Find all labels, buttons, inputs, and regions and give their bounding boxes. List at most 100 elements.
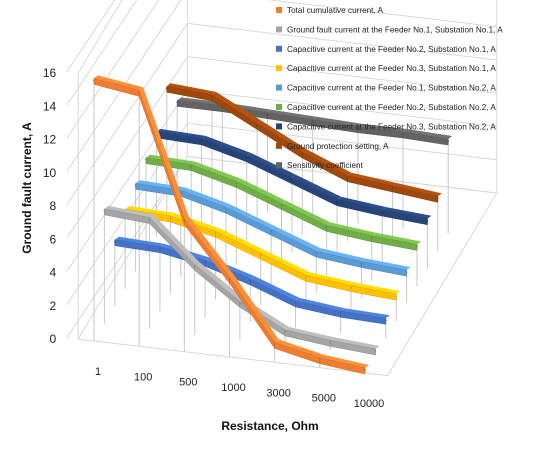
series-8-point-5 xyxy=(402,133,404,135)
series-8 xyxy=(176,97,453,146)
series-1-point-2 xyxy=(193,265,196,268)
legend-swatch-3 xyxy=(276,65,282,72)
series-0-segment-top-0 xyxy=(94,75,144,91)
series-6-segment-top-3 xyxy=(291,174,342,200)
series-1-point-5 xyxy=(329,341,332,344)
series-8-point-2 xyxy=(266,113,269,116)
series-5 xyxy=(145,154,421,251)
series-8-segment-top-4 xyxy=(357,123,408,133)
series-7-segment-5 xyxy=(392,185,439,203)
series-3-point-3 xyxy=(259,254,262,257)
series-0-point-3 xyxy=(228,278,231,281)
series-3-segment-top-5 xyxy=(351,282,401,295)
series-4-point-6 xyxy=(405,271,408,273)
series-1-point-1 xyxy=(148,218,151,221)
series-7-segment-top-4 xyxy=(347,172,397,187)
series-6-point-2 xyxy=(245,157,248,159)
side-wall-outline xyxy=(77,0,123,340)
legend-item-8: Sensitivity coefficient xyxy=(287,161,364,170)
y-tick-label-1: 2 xyxy=(50,299,57,313)
series-4-point-0 xyxy=(134,184,137,187)
legend-item-2: Capacitive current at the Feeder No.2, S… xyxy=(287,45,496,54)
series-6-segment-top-4 xyxy=(337,196,387,211)
series-0-segment-top-1 xyxy=(139,87,189,219)
series-3-segment-5 xyxy=(350,285,397,301)
series-7-segment-top-0 xyxy=(166,83,216,95)
y-tick-label-0: 0 xyxy=(50,332,57,346)
gridline-y-3 xyxy=(66,56,497,239)
y-tick-label-3: 6 xyxy=(50,232,57,246)
series-5-point-3 xyxy=(280,204,283,207)
series-0-segment-top-5 xyxy=(319,354,369,369)
series-3-segment-top-2 xyxy=(215,228,265,254)
x-tick-label-6: 10000 xyxy=(354,398,385,410)
series-4 xyxy=(134,180,411,277)
legend-swatch-0 xyxy=(276,7,282,13)
legend-item-3: Capacitive current at the Feeder No.3, S… xyxy=(287,64,496,73)
series-2-segment-5 xyxy=(340,310,387,325)
series-5-segment-top-2 xyxy=(236,178,286,204)
series-2-point-2 xyxy=(204,261,206,264)
series-1-segment-top-4 xyxy=(285,326,335,341)
series-5-segment-top-3 xyxy=(281,200,331,226)
series-6-segment-top-1 xyxy=(201,135,251,156)
series-6-segment-top-5 xyxy=(382,207,432,219)
series-2-segment-top-0 xyxy=(114,236,164,247)
legend-swatch-7 xyxy=(276,142,282,149)
gridline-y-0 xyxy=(66,155,497,339)
series-1-segment-top-5 xyxy=(330,337,380,349)
series-2-segment-top-3 xyxy=(250,275,300,301)
y-axis-title: Ground fault current, A xyxy=(20,122,34,254)
series-0-point-2 xyxy=(183,219,186,222)
series-6-point-1 xyxy=(200,140,203,142)
series-3-segment-top-4 xyxy=(305,272,356,286)
chart-series-layer xyxy=(93,75,453,375)
legend-swatch-1 xyxy=(276,26,282,33)
series-1-segment-top-2 xyxy=(194,261,244,302)
series-2-point-1 xyxy=(159,247,161,250)
y-tick-label-2: 4 xyxy=(50,266,57,280)
x-tick-label-0: 1 xyxy=(95,366,101,378)
legend-item-1: Ground fault current at the Feeder No.1,… xyxy=(287,25,503,34)
series-0-point-6 xyxy=(364,369,366,371)
legend-item-0: Total cumulative current, A xyxy=(287,6,384,15)
series-7-point-2 xyxy=(256,124,258,127)
series-5-segment-top-0 xyxy=(146,154,196,165)
series-0-segment-5 xyxy=(319,357,366,375)
series-8-segment-top-0 xyxy=(177,97,227,106)
series-7-segment-top-3 xyxy=(302,149,352,176)
series-7 xyxy=(166,83,442,203)
series-3-point-4 xyxy=(305,276,307,279)
series-6-point-6 xyxy=(426,219,429,222)
legend-swatch-2 xyxy=(276,45,282,52)
gridline-y-5 xyxy=(66,0,497,172)
y-tick-label-7: 14 xyxy=(43,99,57,113)
series-8-segment-top-5 xyxy=(403,129,453,140)
series-2-segment-top-4 xyxy=(295,297,345,312)
series-5-point-4 xyxy=(325,226,328,229)
series-2-point-3 xyxy=(249,280,252,282)
series-0-point-0 xyxy=(93,79,95,82)
series-2-segment-top-5 xyxy=(340,308,390,319)
series-4-segment-top-1 xyxy=(180,187,230,208)
series-0-segment-top-3 xyxy=(229,274,279,343)
series-5-point-2 xyxy=(235,182,238,185)
series-3-point-1 xyxy=(169,217,172,219)
gridline-y-8 xyxy=(66,0,116,73)
series-5-segment-top-5 xyxy=(371,232,421,245)
legend-swatch-8 xyxy=(276,162,282,169)
series-0-segment-top-4 xyxy=(274,339,324,358)
series-2-point-6 xyxy=(385,319,387,322)
series-3-point-5 xyxy=(350,286,352,289)
series-3-segment-top-3 xyxy=(260,250,310,276)
series-5-segment-top-1 xyxy=(191,161,241,182)
series-7-segment-top-5 xyxy=(392,183,442,197)
series-5-point-5 xyxy=(371,236,373,239)
x-tick-label-5: 5000 xyxy=(312,393,336,405)
legend-item-6: Capacitive current at the Feeder No.3, S… xyxy=(287,122,496,131)
series-8-segment-top-2 xyxy=(267,109,317,120)
x-tick-label-3: 1000 xyxy=(221,382,245,394)
series-7-point-6 xyxy=(437,197,439,200)
series-0-point-5 xyxy=(319,358,321,361)
